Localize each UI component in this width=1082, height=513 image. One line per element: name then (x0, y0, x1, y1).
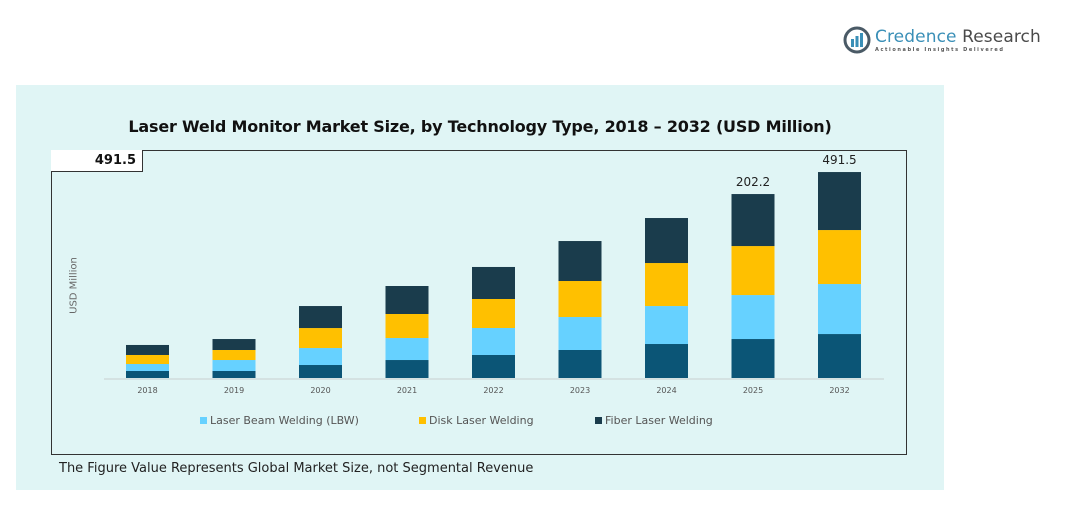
bar-segment-2032-2 (818, 230, 861, 285)
legend-label: Laser Beam Welding (LBW) (210, 414, 359, 427)
bar-segment-2023-1 (558, 317, 602, 351)
bar-segment-2022-2 (472, 298, 515, 328)
bar-segment-2020-3 (299, 306, 342, 329)
bar-segment-2020-2 (299, 328, 342, 349)
bar-segment-2024-0 (645, 344, 688, 378)
legend-item-lbw: Laser Beam Welding (LBW) (200, 414, 359, 427)
legend-swatch (419, 417, 426, 424)
bar-segment-2019-1 (212, 360, 256, 372)
bar-segment-2025-3 (731, 194, 775, 247)
bar-segment-2032-1 (818, 284, 861, 335)
brand-name: Credence Research (875, 26, 1041, 47)
bar-segment-2022-3 (472, 266, 515, 299)
x-tick-label: 2023 (570, 386, 590, 395)
bar-segment-2018-3 (126, 344, 169, 355)
bar-segment-2022-0 (472, 354, 515, 378)
legend-item-disk: Disk Laser Welding (419, 414, 534, 427)
x-tick-label: 2018 (137, 386, 157, 395)
chart-frame (51, 150, 907, 455)
bar-segment-2021-2 (385, 313, 429, 339)
legend-swatch (595, 417, 602, 424)
bar-segment-2021-1 (385, 338, 429, 361)
bar-segment-2023-0 (558, 350, 602, 378)
brand-logo: Credence Research Actionable Insights De… (843, 26, 1041, 54)
bar-segment-2032-0 (818, 334, 861, 378)
legend-label: Fiber Laser Welding (605, 414, 713, 427)
bar-segment-2020-0 (299, 365, 342, 378)
bar-segment-2023-3 (558, 241, 602, 282)
x-tick-label: 2024 (656, 386, 676, 395)
bar-segment-2022-1 (472, 327, 515, 355)
x-tick-label: 2019 (224, 386, 244, 395)
footnote: The Figure Value Represents Global Marke… (59, 461, 534, 476)
data-label-2025: 202.2 (736, 175, 770, 189)
bar-segment-2025-2 (731, 246, 775, 296)
bar-segment-2019-0 (212, 371, 256, 378)
bar-segment-2024-3 (645, 218, 688, 264)
bar-segment-2032-3 (818, 172, 861, 231)
bar-segment-2020-1 (299, 348, 342, 366)
bar-segment-2024-1 (645, 306, 688, 345)
legend-label: Disk Laser Welding (429, 414, 534, 427)
x-tick-label: 2032 (829, 386, 849, 395)
bar-segment-2018-1 (126, 364, 169, 372)
bar-segment-2025-1 (731, 295, 775, 340)
x-tick-label: 2020 (310, 386, 330, 395)
x-tick-label: 2021 (397, 386, 417, 395)
bar-segment-2019-3 (212, 339, 256, 351)
legend-swatch (200, 417, 207, 424)
bar-segment-2019-2 (212, 350, 256, 361)
bar-segment-2021-0 (385, 360, 429, 378)
legend-item-fiber: Fiber Laser Welding (595, 414, 713, 427)
data-label-2032: 491.5 (822, 153, 856, 167)
chart-title: Laser Weld Monitor Market Size, by Techn… (128, 117, 832, 136)
bar-segment-2025-0 (731, 339, 775, 378)
x-tick-label: 2022 (483, 386, 503, 395)
x-tick-label: 2025 (743, 386, 763, 395)
bar-segment-2018-0 (126, 371, 169, 378)
bar-segment-2024-2 (645, 263, 688, 307)
brand-tagline: Actionable Insights Delivered (875, 46, 1005, 53)
credence-logo-icon (843, 26, 871, 54)
bar-segment-2021-3 (385, 286, 429, 314)
total-value-badge: 491.5 (51, 150, 143, 172)
bar-segment-2023-2 (558, 281, 602, 318)
bar-segment-2018-2 (126, 354, 169, 365)
